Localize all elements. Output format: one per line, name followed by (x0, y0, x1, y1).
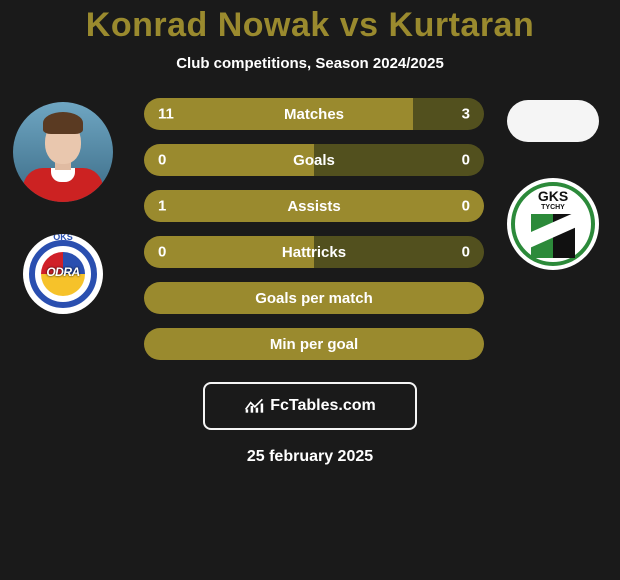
player-left-column: OKS ODRA (8, 102, 118, 314)
stat-label: Hattricks (282, 244, 346, 261)
player-right-avatar-placeholder (507, 100, 599, 142)
stat-bar: Assists 1 0 (144, 190, 484, 222)
stat-value-right: 3 (462, 106, 470, 123)
stat-label: Matches (284, 106, 344, 123)
stat-bar: Min per goal (144, 328, 484, 360)
club-left-text-top: OKS (23, 234, 103, 242)
player-left-club-badge: OKS ODRA (23, 234, 103, 314)
title-vs: vs (330, 6, 389, 44)
stat-label: Min per goal (270, 336, 358, 353)
stat-bar-fill-left (144, 144, 314, 176)
chart-icon (244, 397, 264, 415)
stat-value-right: 0 (462, 244, 470, 261)
stat-bar-fill-right (314, 144, 484, 176)
stat-bar: Hattricks 0 0 (144, 236, 484, 268)
stat-label: Goals (293, 152, 335, 169)
stat-bar: Matches 11 3 (144, 98, 484, 130)
subtitle: Club competitions, Season 2024/2025 (0, 55, 620, 72)
brand-text: FcTables.com (270, 397, 376, 415)
title-player-left: Konrad Nowak (86, 6, 330, 44)
stat-label: Assists (287, 198, 340, 215)
stat-value-left: 0 (158, 244, 166, 261)
date-text: 25 february 2025 (0, 448, 620, 466)
club-right-text-sub: TYCHY (507, 204, 599, 211)
stat-value-left: 11 (158, 106, 174, 123)
stat-bar-list: Matches113Goals00Assists10Hattricks00Goa… (144, 94, 484, 360)
stat-bar: Goals per match (144, 282, 484, 314)
stat-bar-fill-left (144, 98, 413, 130)
title-player-right: Kurtaran (389, 6, 535, 44)
stat-value-right: 0 (462, 152, 470, 169)
stat-value-right: 0 (462, 198, 470, 215)
stat-bar: Goals 0 0 (144, 144, 484, 176)
club-left-text-main: ODRA (23, 265, 103, 279)
club-right-text-top: GKS (507, 188, 599, 204)
stat-value-left: 1 (158, 198, 166, 215)
page-title: Konrad Nowak vs Kurtaran (0, 0, 620, 45)
stat-label: Goals per match (255, 290, 373, 307)
player-right-club-badge: GKS TYCHY (507, 178, 599, 270)
stat-bar-fill-right (413, 98, 484, 130)
brand-badge[interactable]: FcTables.com (203, 382, 417, 430)
player-left-avatar (13, 102, 113, 202)
player-right-column: GKS TYCHY (498, 94, 608, 270)
stat-value-left: 0 (158, 152, 166, 169)
comparison-arena: OKS ODRA GKS TYCHY Matches113Goals00Assi… (0, 94, 620, 360)
